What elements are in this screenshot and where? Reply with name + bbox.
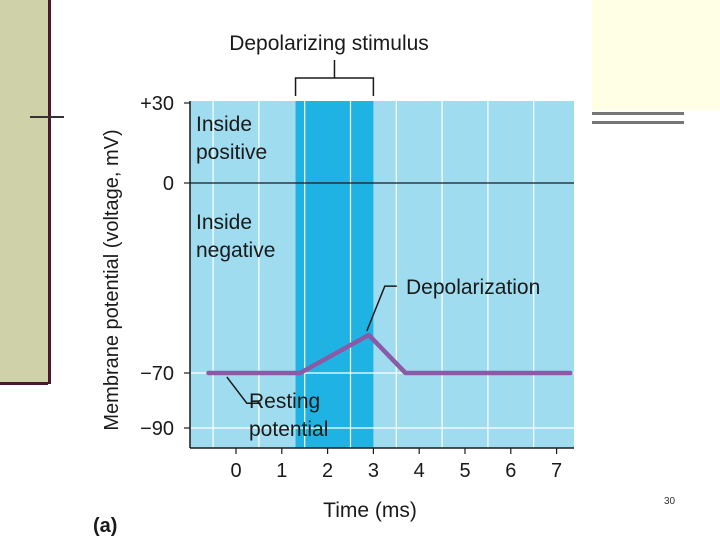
x-tick-label: 3: [368, 460, 379, 482]
panel-label: (a): [93, 515, 117, 537]
x-tick-label: 6: [505, 460, 516, 482]
y-axis-label: Membrane potential (voltage, mV): [101, 129, 123, 430]
x-tick-label: 2: [322, 460, 333, 482]
membrane-potential-trace: [206, 332, 573, 376]
stimulus-band: [295, 101, 374, 448]
x-tick-label: 7: [551, 460, 562, 482]
page-number: 30: [664, 496, 676, 507]
slide-right-panel: [592, 0, 720, 110]
x-tick-label: 1: [276, 460, 287, 482]
y-tick-label: −90: [140, 418, 174, 440]
x-tick-label: 0: [230, 460, 241, 482]
region-label-positive-line2: positive: [196, 141, 267, 164]
resting-label-line2: potential: [249, 418, 328, 441]
resting-label-line1: Resting: [249, 390, 320, 413]
slide-decorative-line: [30, 116, 70, 118]
x-axis-label: Time (ms): [323, 499, 417, 522]
chart-title: Depolarizing stimulus: [229, 32, 429, 55]
y-tick-label: +30: [140, 93, 174, 115]
region-label-negative-line1: Inside: [196, 211, 252, 234]
slide-left-divider: [0, 382, 48, 385]
x-tick-label: 4: [414, 460, 425, 482]
y-tick-label: −70: [140, 363, 174, 385]
y-tick-label: 0: [163, 173, 174, 195]
depolarization-label: Depolarization: [406, 276, 540, 299]
region-label-negative-line2: negative: [196, 239, 275, 262]
slide-decorative-double-line: [592, 112, 684, 124]
stimulus-bracket: [294, 60, 375, 96]
depolarization-leader-line: [366, 285, 397, 332]
region-label-positive-line1: Inside: [196, 113, 252, 136]
plot-background: [190, 101, 574, 448]
slide-left-panel: [0, 0, 51, 384]
resting-leader-line: [226, 376, 261, 404]
x-tick-label: 5: [459, 460, 470, 482]
